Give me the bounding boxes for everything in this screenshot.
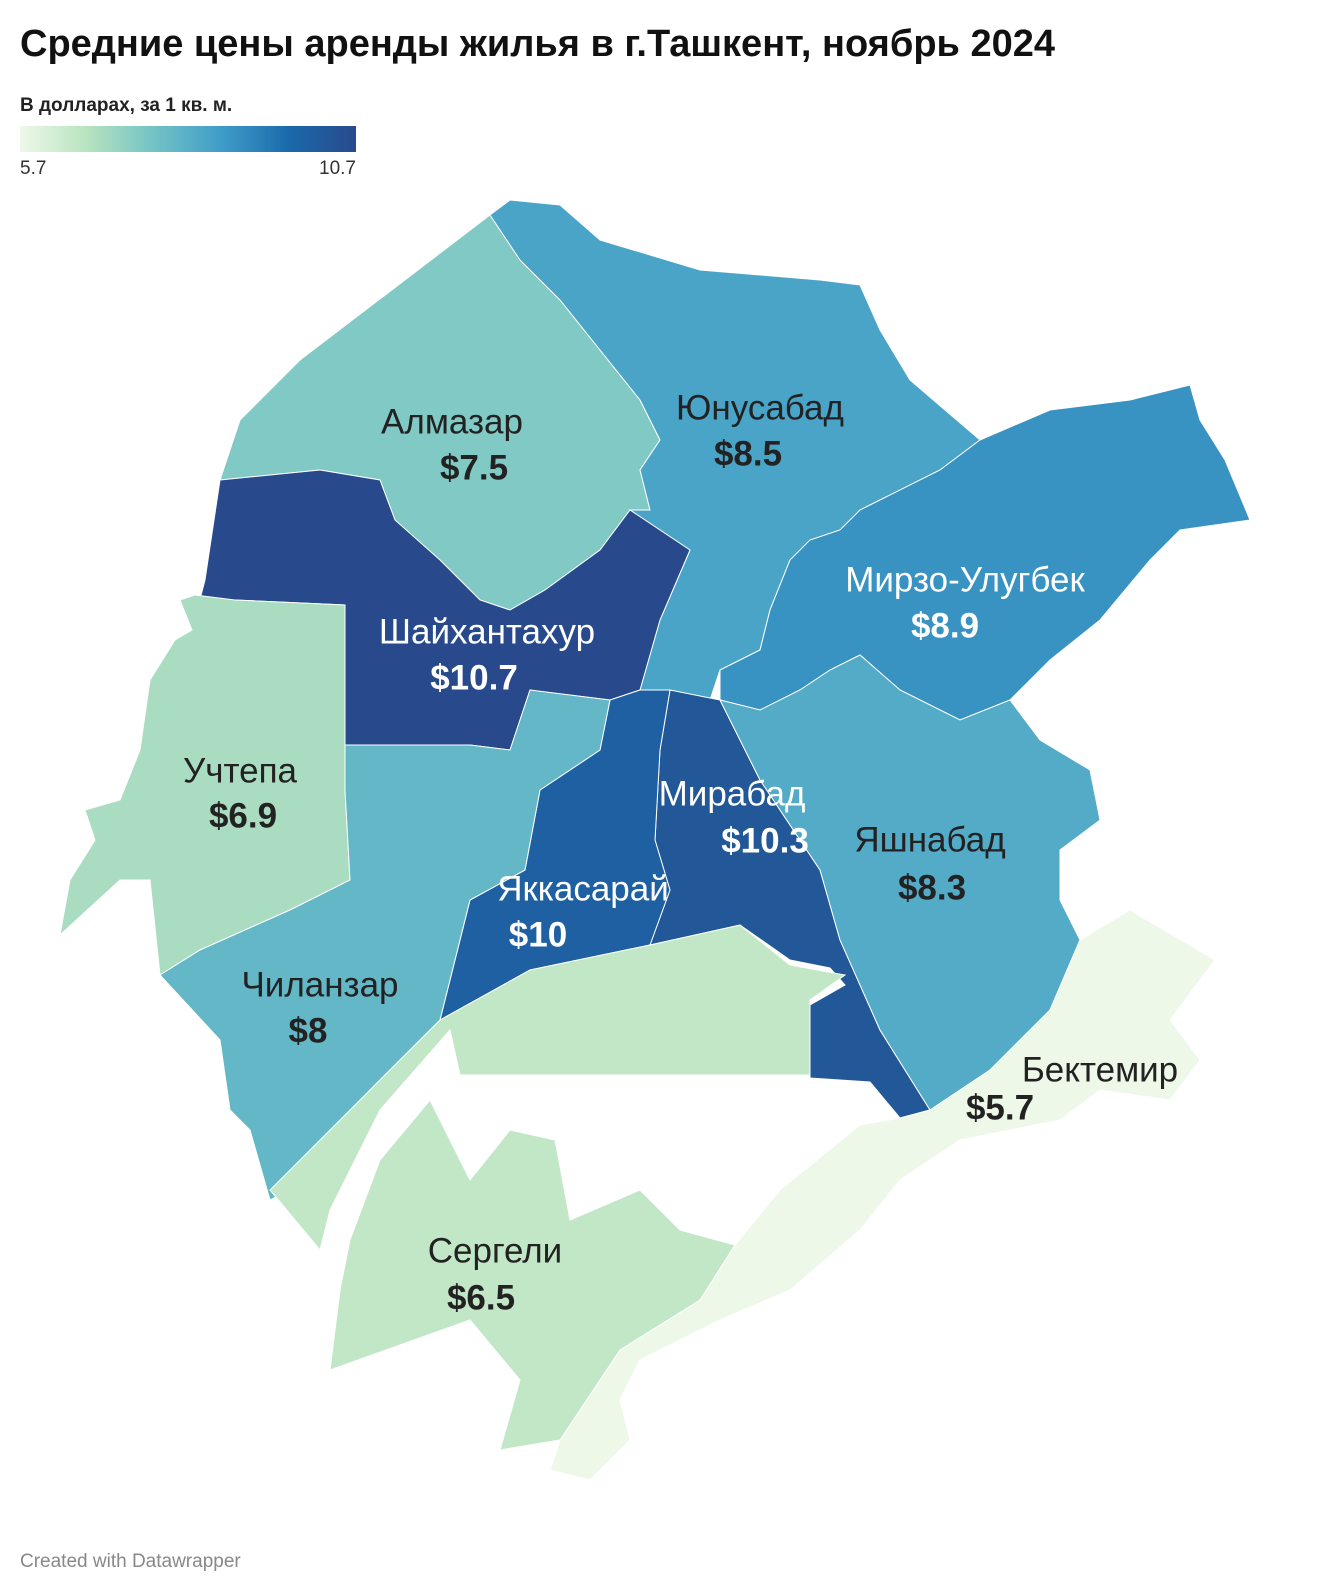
region-name: Мирабад [659,774,806,813]
subtitle: В долларах, за 1 кв. м. [20,95,232,116]
region-value: $10.3 [721,821,809,860]
region [269,924,847,1451]
region-value: $6.9 [209,796,277,835]
legend-min: 5.7 [20,158,46,179]
region-name: Юнусабад [676,388,844,427]
region-name: Мирзо-Улугбек [845,560,1085,599]
region-value: $8 [289,1011,328,1050]
region-name: Яккасарай [497,869,669,908]
region-name: Чиланзар [241,965,398,1004]
region-value: $10 [509,915,567,954]
region-value: $7.5 [440,448,508,487]
credit: Created with Datawrapper [20,1551,241,1572]
legend-max: 10.7 [319,158,356,179]
region-value: $6.5 [447,1278,515,1317]
region-name: Яшнабад [854,820,1005,859]
region-name: Учтепа [183,751,298,790]
region-name: Шайхантахур [379,612,595,651]
title: Средние цены аренды жилья в г.Ташкент, н… [20,23,1055,65]
region-value: $8.3 [898,868,966,907]
region-value: $5.7 [966,1088,1034,1127]
regions [59,199,1251,1481]
region [719,654,1101,1111]
region-name: Алмазар [381,402,523,441]
labels: Алмазар $7.5 Юнусабад $8.5 Мирзо-Улугбек $8.9… [183,388,1178,1317]
legend-gradient [20,126,356,152]
region-value: $8.9 [911,606,979,645]
region-name: Бектемир [1022,1050,1178,1089]
region-value: $8.5 [714,434,782,473]
region-name: Сергели [428,1231,562,1270]
region-value: $10.7 [430,658,518,697]
